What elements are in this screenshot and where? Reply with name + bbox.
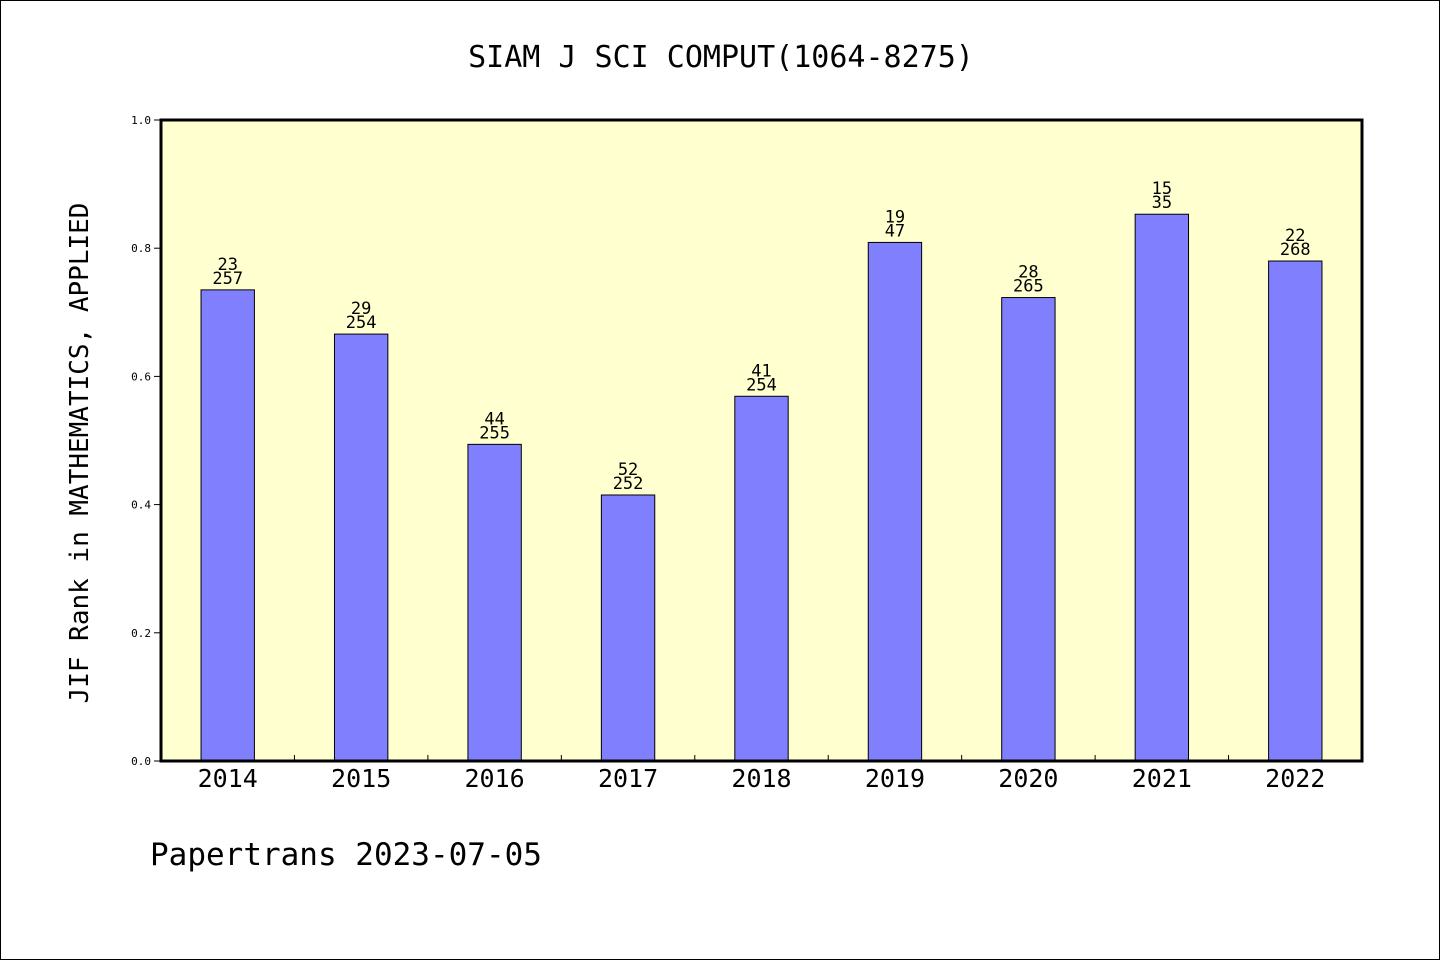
data-label-total-2020: 265	[1013, 277, 1044, 297]
chart-title: SIAM J SCI COMPUT(1064-8275)	[468, 40, 974, 75]
y-tick-label-5: 1.0	[131, 114, 151, 127]
data-label-rank-2014: 23	[217, 255, 237, 275]
data-label-rank-2016: 44	[484, 409, 504, 429]
bar-2016	[467, 443, 522, 762]
x-tick-label-2022: 2022	[1265, 764, 1325, 793]
bar-2017	[600, 494, 656, 762]
data-label-total-2015: 254	[346, 313, 377, 333]
data-label-rank-2018: 41	[751, 361, 771, 381]
y-tick-label-0: 0.0	[131, 755, 151, 768]
bars-layer	[200, 213, 1323, 762]
footer-text: Papertrans 2023-07-05	[150, 837, 542, 873]
bar-2022	[1268, 260, 1323, 762]
data-label-total-2017: 252	[613, 474, 644, 494]
data-label-rank-2019: 19	[885, 207, 905, 227]
y-tick-label-2: 0.4	[131, 499, 151, 512]
data-label-total-2022: 268	[1280, 240, 1311, 260]
data-label-total-2021: 35	[1152, 193, 1172, 213]
data-label-rank-2015: 29	[351, 299, 371, 319]
bar-2018	[734, 395, 789, 762]
data-label-rank-2017: 52	[618, 460, 638, 480]
data-label-total-2014: 257	[212, 269, 243, 289]
x-tick-label-2021: 2021	[1132, 764, 1192, 793]
plot-border	[159, 118, 1364, 763]
y-tick-label-1: 0.2	[131, 627, 151, 640]
x-tick-label-2018: 2018	[731, 764, 791, 793]
axes-layer: 2014 2015 2016 2017 2018 2019 2020 2021 2022 0.0 0…	[131, 114, 1325, 793]
x-tick-label-2015: 2015	[331, 764, 391, 793]
x-tick-label-2019: 2019	[865, 764, 925, 793]
x-tick-label-2014: 2014	[198, 764, 258, 793]
data-labels-layer: 2325729254442555225241254194728265153522…	[212, 179, 1310, 494]
data-label-rank-2021: 15	[1152, 179, 1172, 199]
y-axis-label: JIF Rank in MATHEMATICS, APPLIED	[65, 203, 95, 704]
bar-2021	[1134, 213, 1190, 762]
data-label-total-2016: 255	[479, 423, 510, 443]
x-tick-label-2016: 2016	[465, 764, 525, 793]
y-tick-label-4: 0.8	[131, 242, 151, 255]
data-label-total-2019: 47	[885, 221, 905, 241]
x-tick-label-2020: 2020	[998, 764, 1058, 793]
y-tick-label-3: 0.6	[131, 370, 151, 383]
x-tick-label-2017: 2017	[598, 764, 658, 793]
bar-2020	[1001, 297, 1056, 762]
data-label-total-2018: 254	[746, 375, 777, 395]
bar-2015	[333, 333, 389, 762]
bar-2019	[867, 241, 923, 762]
data-label-rank-2022: 22	[1285, 226, 1305, 246]
data-label-rank-2020: 28	[1018, 263, 1038, 283]
bar-2014	[200, 289, 255, 762]
